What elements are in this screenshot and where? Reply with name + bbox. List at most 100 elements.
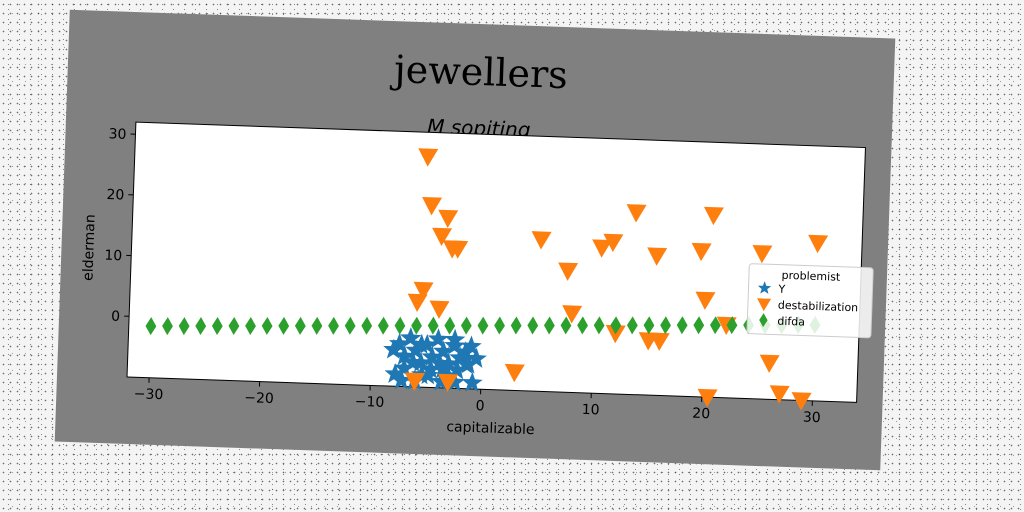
- series-1-point: [605, 324, 626, 344]
- series-1-point: [418, 148, 439, 167]
- series-1-point: [432, 227, 453, 247]
- series-2-point: [610, 316, 622, 335]
- series-2-point: [394, 316, 406, 335]
- series-1-point: [422, 196, 443, 216]
- y-tick-label: 10: [104, 248, 122, 265]
- series-2-point: [328, 316, 339, 335]
- legend-label-1: destabilization: [778, 299, 859, 315]
- series-0-point: [461, 371, 483, 393]
- y-axis-ticks: 0 10 20 30: [104, 126, 136, 325]
- series-1-point: [626, 204, 647, 223]
- series-2-point: [444, 316, 456, 335]
- series-2-point: [477, 316, 489, 335]
- series-2-point: [494, 316, 505, 335]
- series-1-point: [791, 392, 812, 411]
- series-2-point: [510, 316, 522, 335]
- series-0-point: [400, 327, 422, 348]
- series-0-point: [427, 328, 449, 349]
- series-1-point: [504, 363, 525, 383]
- series-2-point: [411, 316, 422, 335]
- series-2-point: [344, 316, 356, 335]
- series-0-point: [444, 328, 466, 349]
- series-0-point: [394, 345, 415, 366]
- legend-marker-0: [757, 281, 772, 294]
- series-2-point: [626, 316, 638, 335]
- series-1-point: [752, 244, 773, 264]
- series-2-point: [178, 317, 190, 336]
- x-tick-label: 0: [475, 398, 484, 414]
- series-2-point: [527, 316, 539, 335]
- series-2-point: [162, 317, 173, 336]
- y-axis-label: elderman: [80, 214, 98, 281]
- series-2-point: [593, 316, 605, 335]
- series-0-point: [444, 334, 466, 355]
- series-0-point: [457, 353, 479, 374]
- series-2-point: [643, 316, 655, 335]
- series-2-point: [261, 316, 273, 335]
- x-axis-label: capitalizable: [446, 419, 535, 438]
- series-1-point: [438, 373, 459, 393]
- series-2-point: [377, 316, 389, 335]
- y-tick-label: 0: [111, 309, 120, 325]
- series-1-point: [429, 300, 450, 319]
- series-1-point: [438, 209, 459, 229]
- y-tick-label: 20: [106, 187, 124, 204]
- legend-label-0: Y: [777, 283, 785, 296]
- series-1-point: [407, 293, 428, 313]
- series-2-point: [245, 316, 256, 335]
- series-1-point: [558, 262, 579, 281]
- x-tick-label: 10: [581, 402, 599, 419]
- scatter-chart: −30 −20 −10 0 10 20 30 0 10 20 30 capitalizable e…: [80, 121, 874, 438]
- data-marks: [145, 148, 829, 411]
- series-0-point: [449, 347, 471, 368]
- series-1-point: [759, 354, 780, 373]
- series-0-point: [430, 370, 452, 391]
- series-2-point: [460, 316, 472, 335]
- series-0-point: [405, 339, 427, 360]
- series-1-point: [404, 372, 425, 391]
- series-2-point: [311, 316, 323, 335]
- legend-label-2: difda: [777, 315, 805, 329]
- legend-marker-2: [759, 313, 768, 328]
- series-1-point: [562, 305, 583, 324]
- series-0-point: [388, 332, 410, 354]
- series-0-point: [417, 364, 439, 385]
- series-2-point: [577, 316, 588, 335]
- series-1-point: [603, 233, 624, 253]
- series-2-point: [145, 317, 157, 336]
- series-0-point: [460, 335, 482, 356]
- series-2-point: [660, 316, 671, 335]
- x-tick-label: −30: [133, 386, 163, 403]
- series-2-point: [278, 316, 290, 335]
- plot-area: [126, 121, 866, 403]
- series-2-point: [195, 317, 207, 336]
- series-1-point: [703, 206, 724, 226]
- legend-title: problemist: [781, 269, 841, 284]
- series-2-point: [693, 316, 705, 335]
- series-1-point: [448, 240, 469, 259]
- x-axis-ticks: −30 −20 −10 0 10 20 30: [133, 377, 821, 426]
- series-1-point: [697, 388, 718, 408]
- series-2-point: [211, 317, 223, 336]
- series-2-point: [543, 316, 555, 335]
- series-1-point: [649, 332, 670, 351]
- x-tick-label: −20: [244, 390, 274, 407]
- series-1-point: [691, 242, 712, 262]
- series-2-point: [676, 316, 688, 335]
- series-2-point: [361, 316, 373, 335]
- legend-box: [746, 263, 874, 339]
- x-tick-label: −10: [355, 394, 385, 411]
- series-0-point: [455, 341, 476, 362]
- series-0-point: [402, 351, 424, 372]
- series-2-point: [427, 316, 439, 335]
- series-1-point: [769, 385, 790, 404]
- series-2-point: [709, 316, 721, 335]
- series-0-point: [383, 338, 405, 359]
- legend-marker-1: [757, 298, 772, 312]
- series-1-point: [808, 234, 829, 254]
- series-0-point: [411, 333, 432, 354]
- series-0-point: [384, 363, 406, 384]
- x-tick-label: 30: [803, 410, 821, 427]
